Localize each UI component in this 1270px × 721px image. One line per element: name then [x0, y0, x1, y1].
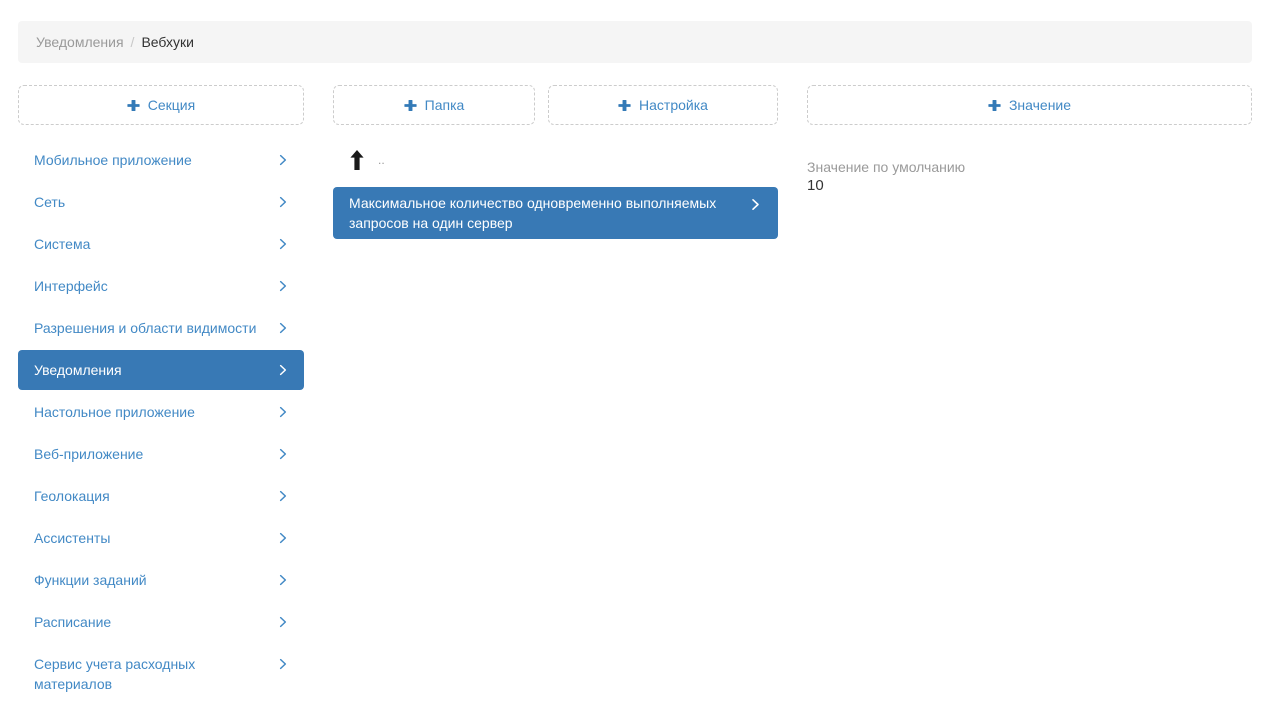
add-folder-label: Папка	[424, 97, 465, 113]
breadcrumb: Уведомления / Вебхуки	[18, 21, 1252, 63]
add-folder-button[interactable]: Папка	[333, 85, 535, 125]
sidebar-item[interactable]: Сеть	[18, 182, 304, 222]
add-setting-button[interactable]: Настройка	[548, 85, 778, 125]
chevron-right-icon	[276, 657, 290, 671]
plus-icon	[988, 99, 1001, 112]
sidebar-item[interactable]: Мобильное приложение	[18, 140, 304, 180]
sidebar-item-label: Уведомления	[34, 362, 122, 378]
plus-icon	[127, 99, 140, 112]
chevron-right-icon	[276, 363, 290, 377]
chevron-right-icon	[276, 321, 290, 335]
sidebar-item-label: Система	[34, 236, 91, 252]
add-section-label: Секция	[147, 97, 196, 113]
content-grid: Секция Мобильное приложение Сеть	[18, 85, 1252, 706]
breadcrumb-current: Вебхуки	[141, 34, 194, 50]
sidebar-item[interactable]: Система	[18, 224, 304, 264]
breadcrumb-parent-link[interactable]: Уведомления	[36, 34, 124, 50]
sidebar-item-label: Геолокация	[34, 488, 110, 504]
chevron-right-icon	[276, 447, 290, 461]
chevron-right-icon	[276, 405, 290, 419]
add-section-button[interactable]: Секция	[18, 85, 304, 125]
chevron-right-icon	[276, 237, 290, 251]
sidebar-item-label: Настольное приложение	[34, 404, 195, 420]
chevron-right-icon	[276, 489, 290, 503]
values-column: Значение Значение по умолчанию 10	[807, 85, 1252, 706]
default-value-block: Значение по умолчанию 10	[807, 158, 1252, 196]
sidebar-item[interactable]: Расписание	[18, 602, 304, 642]
sidebar-item[interactable]: Настольное приложение	[18, 392, 304, 432]
section-list: Мобильное приложение Сеть Систем	[18, 140, 304, 704]
chevron-right-icon	[276, 279, 290, 293]
sidebar-item-label: Сервис учета расходных материалов	[34, 656, 196, 692]
sidebar-item[interactable]: Функции заданий	[18, 560, 304, 600]
chevron-right-icon	[276, 573, 290, 587]
sidebar-item[interactable]: Интерфейс	[18, 266, 304, 306]
sections-column: Секция Мобильное приложение Сеть	[18, 85, 304, 706]
sidebar-item[interactable]: Разрешения и области видимости	[18, 308, 304, 348]
chevron-right-icon	[276, 615, 290, 629]
plus-icon	[618, 99, 631, 112]
navigate-up[interactable]: ..	[333, 148, 393, 172]
sidebar-item-label: Интерфейс	[34, 278, 108, 294]
middle-toolbar: Папка Настройка	[333, 85, 778, 125]
settings-column: Папка Настройка .. Мак	[333, 85, 778, 706]
chevron-right-icon	[276, 531, 290, 545]
breadcrumb-separator: /	[130, 34, 135, 50]
sidebar-item-label: Сеть	[34, 194, 66, 210]
sidebar-item-label: Функции заданий	[34, 572, 147, 588]
up-level-label: ..	[378, 153, 385, 167]
sidebar-item-label: Мобильное приложение	[34, 152, 192, 168]
sidebar-item-label: Разрешения и области видимости	[34, 320, 257, 336]
sidebar-item-label: Веб-приложение	[34, 446, 144, 462]
add-value-button[interactable]: Значение	[807, 85, 1252, 125]
chevron-right-icon	[276, 153, 290, 167]
sidebar-item-label: Ассистенты	[34, 530, 111, 546]
sidebar-item[interactable]: Уведомления	[18, 350, 304, 390]
chevron-right-icon	[748, 197, 763, 212]
setting-item[interactable]: Максимальное количество одновременно вып…	[333, 187, 778, 239]
setting-list: Максимальное количество одновременно вып…	[333, 187, 778, 239]
settings-page: Уведомления / Вебхуки Секция Мобильное при…	[18, 21, 1252, 706]
default-value: 10	[807, 177, 824, 194]
sidebar-item-label: Расписание	[34, 614, 112, 630]
plus-icon	[404, 99, 417, 112]
add-setting-label: Настройка	[639, 97, 708, 113]
sidebar-item[interactable]: Геолокация	[18, 476, 304, 516]
default-value-label: Значение по умолчанию	[807, 159, 966, 175]
setting-item-label: Максимальное количество одновременно вып…	[349, 195, 717, 231]
chevron-right-icon	[276, 195, 290, 209]
add-value-label: Значение	[1008, 97, 1072, 113]
sidebar-item[interactable]: Веб-приложение	[18, 434, 304, 474]
sidebar-item[interactable]: Сервис учета расходных материалов	[18, 644, 304, 704]
arrow-up-icon	[350, 150, 364, 170]
sidebar-item[interactable]: Ассистенты	[18, 518, 304, 558]
